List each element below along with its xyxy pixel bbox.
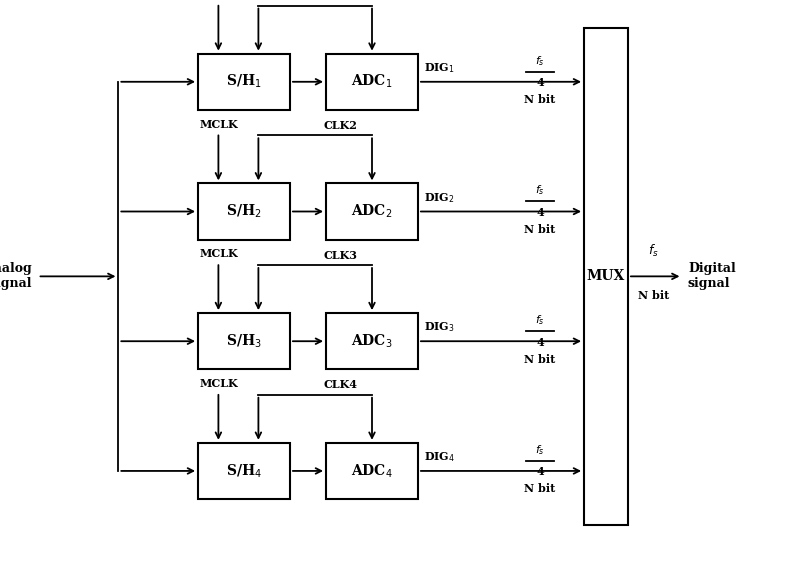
Text: N bit: N bit xyxy=(638,290,670,302)
Text: CLK1: CLK1 xyxy=(323,0,357,1)
Text: S/H$_4$: S/H$_4$ xyxy=(226,462,262,479)
Text: Digital
signal: Digital signal xyxy=(688,262,736,290)
Text: N bit: N bit xyxy=(524,224,556,235)
Text: $f_s$: $f_s$ xyxy=(648,243,659,259)
Bar xyxy=(198,443,290,499)
Text: $f_s$: $f_s$ xyxy=(535,443,545,457)
Text: CLK3: CLK3 xyxy=(323,249,358,261)
Text: 4: 4 xyxy=(536,337,544,348)
Text: ADC$_2$: ADC$_2$ xyxy=(351,203,393,220)
Text: DIG$_3$: DIG$_3$ xyxy=(424,321,454,334)
Text: N bit: N bit xyxy=(524,483,556,495)
Text: MCLK: MCLK xyxy=(199,248,238,259)
Text: CLK4: CLK4 xyxy=(323,379,358,390)
Text: N bit: N bit xyxy=(524,94,556,105)
Bar xyxy=(198,313,290,369)
Bar xyxy=(198,183,290,240)
Text: DIG$_4$: DIG$_4$ xyxy=(424,451,454,464)
Text: 4: 4 xyxy=(536,207,544,218)
Text: $f_s$: $f_s$ xyxy=(535,184,545,197)
Bar xyxy=(326,443,418,499)
Text: N bit: N bit xyxy=(524,354,556,365)
Text: DIG$_1$: DIG$_1$ xyxy=(424,61,454,75)
Text: ADC$_3$: ADC$_3$ xyxy=(351,333,393,350)
Bar xyxy=(326,183,418,240)
Bar xyxy=(326,54,418,110)
Text: ADC$_1$: ADC$_1$ xyxy=(351,73,393,90)
Text: DIG$_2$: DIG$_2$ xyxy=(424,191,454,205)
Bar xyxy=(326,313,418,369)
Text: S/H$_3$: S/H$_3$ xyxy=(226,333,262,350)
Text: 4: 4 xyxy=(536,77,544,89)
Text: 4: 4 xyxy=(536,466,544,478)
Text: S/H$_1$: S/H$_1$ xyxy=(226,73,262,90)
Text: $f_s$: $f_s$ xyxy=(535,314,545,327)
Text: $f_s$: $f_s$ xyxy=(535,54,545,68)
Bar xyxy=(584,28,628,525)
Text: MCLK: MCLK xyxy=(199,378,238,389)
Text: CLK2: CLK2 xyxy=(323,120,357,131)
Text: S/H$_2$: S/H$_2$ xyxy=(226,203,262,220)
Text: MCLK: MCLK xyxy=(199,118,238,130)
Text: Analog
signal: Analog signal xyxy=(0,262,32,290)
Text: ADC$_4$: ADC$_4$ xyxy=(351,462,393,479)
Text: MUX: MUX xyxy=(587,270,625,283)
Bar xyxy=(198,54,290,110)
